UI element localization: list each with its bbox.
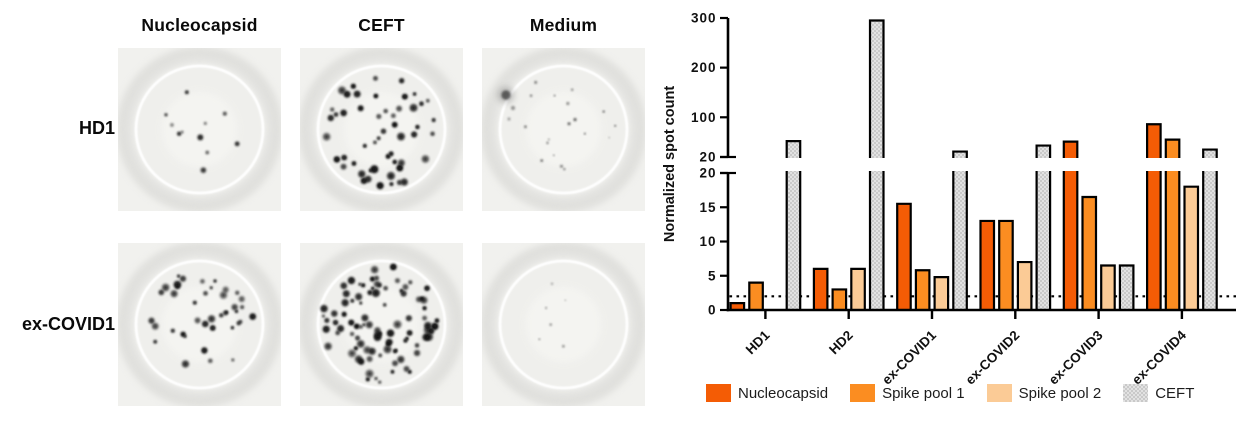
y-tick-label: 0 [708,303,717,318]
bar-ex-COVID3-Spike pool 2 [1100,264,1116,310]
x-tick-label: HD1 [743,327,773,357]
well-image-ex-covid1-ceft [298,241,465,408]
x-tick-label: ex-COVID3 [1046,327,1106,387]
bar-ex-COVID1-Nucleocapsid [896,202,912,310]
bar-ex-COVID4-CEFT [1202,148,1218,310]
bar-ex-COVID4-Spike pool 2 [1183,185,1200,310]
bar-ex-COVID3-CEFT [1118,264,1135,310]
well-image-ex-covid1-nucleocapsid [116,241,283,408]
well-spots [322,75,436,190]
well-spots [320,263,440,384]
row-label-ex-covid1: ex-COVID1 [21,314,115,334]
bar-ex-COVID3-Spike pool 1 [1081,195,1098,310]
y-tick-label: 100 [691,110,717,125]
bar-ex-COVID2-Nucleocapsid [979,219,996,310]
well-spots [538,282,567,348]
legend-swatch-spike-pool-1 [850,384,876,402]
bar-ex-COVID4-Nucleocapsid [1146,123,1162,310]
legend-swatch-ceft [1123,384,1149,402]
bar-HD2-CEFT [868,19,885,310]
well-image-hd1-ceft [298,46,465,213]
legend-swatch-nucleocapsid [706,384,731,402]
legend-label: Nucleocapsid [738,384,829,402]
wells-panel: Nucleocapsid CEFT Medium HD1 ex-COVID1 [21,15,647,408]
y-axis-title: Normalized spot count [662,86,678,242]
well-image-ex-covid1-medium [480,241,647,408]
bar-ex-COVID2-Spike pool 2 [1016,260,1033,310]
row-label-hd1: HD1 [78,118,115,138]
x-tick-label: HD2 [826,328,856,358]
column-header-nucleocapsid: Nucleocapsid [141,15,258,35]
bar-ex-COVID2-CEFT [1035,144,1052,310]
well-image-hd1-nucleocapsid [116,46,283,213]
y-tick-label: 15 [699,200,716,215]
well-spots [148,274,257,368]
bar-HD1-Spike pool 1 [748,281,764,310]
legend-swatch-spike-pool-2 [986,384,1012,402]
bar-ex-COVID4-Spike pool 1 [1164,138,1181,310]
bar-ex-COVID1-Spike pool 2 [933,276,950,310]
x-tick-label: ex-COVID4 [1129,327,1189,387]
y-tick-label: 300 [691,11,717,26]
y-tick-label: 5 [708,268,717,283]
x-tick-label: ex-COVID1 [879,327,939,387]
column-header-medium: Medium [529,15,598,35]
bar-HD2-Spike pool 1 [831,288,848,310]
y-tick-label: 20 [699,150,716,165]
bar-HD1-CEFT [785,140,802,310]
legend-item-ceft: CEFT [1123,384,1194,402]
legend-label: Spike pool 2 [1018,384,1102,402]
bar-HD1-Nucleocapsid [729,302,746,310]
well-image-hd1-medium [480,46,647,213]
legend-item-spike-pool-1: Spike pool 1 [850,384,965,402]
legend-item-nucleocapsid: Nucleocapsid [706,384,828,402]
well-spots [164,90,240,174]
bar-ex-COVID3-Nucleocapsid [1062,140,1079,310]
bar-ex-COVID1-CEFT [952,150,968,310]
bar-ex-COVID2-Spike pool 1 [998,219,1014,310]
bar-HD2-Spike pool 2 [850,267,866,310]
chart-panel: 0 5 10 15 20 20 100 200 300 HD1 HD2 ex-COVID1 ex-COV… [660,0,1240,425]
legend-item-spike-pool-2: Spike pool 2 [986,384,1102,402]
y-tick-label: 20 [699,166,716,181]
well-spots [498,80,617,171]
chart-legend: Nucleocapsid Spike pool 1 Spike pool 2 C… [706,384,1194,402]
legend-label: CEFT [1155,384,1195,402]
x-tick-label: ex-COVID2 [962,328,1022,388]
y-tick-label: 200 [691,60,717,75]
bar-ex-COVID1-Spike pool 1 [914,269,931,310]
legend-label: Spike pool 1 [882,384,965,402]
column-header-ceft: CEFT [358,15,405,35]
bar-HD2-Nucleocapsid [812,267,829,310]
y-tick-label: 10 [699,234,716,249]
